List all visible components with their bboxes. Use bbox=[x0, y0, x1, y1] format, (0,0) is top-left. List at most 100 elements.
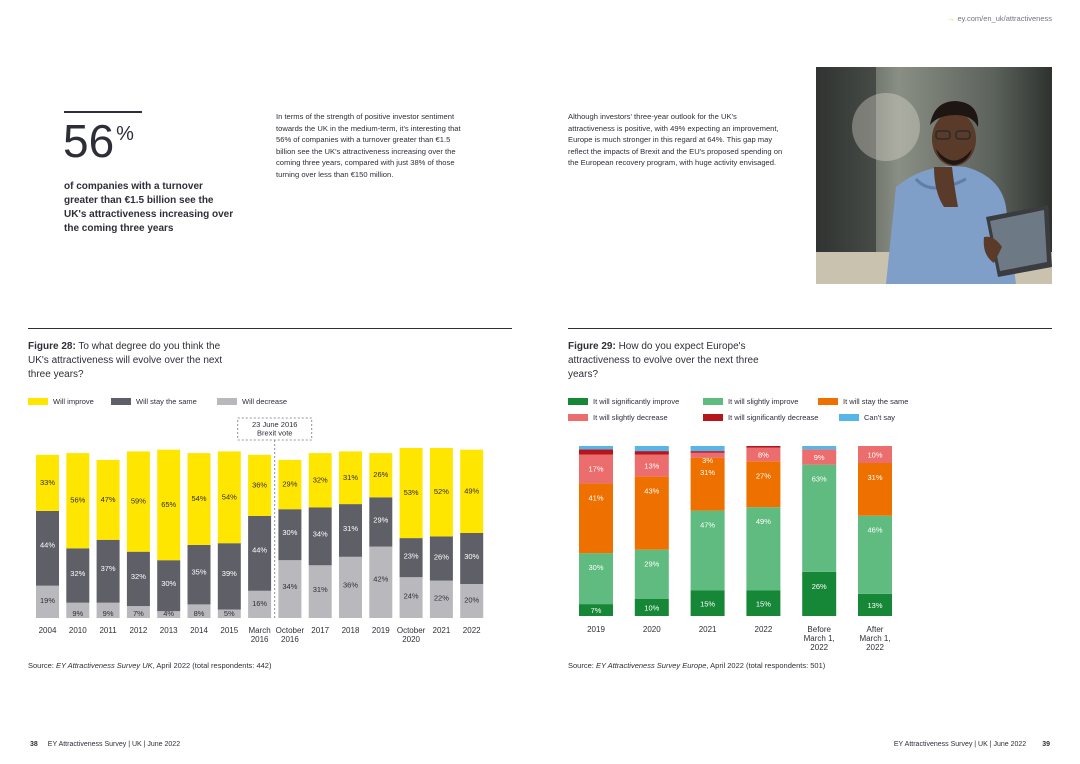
paragraph-right: Although investors' three-year outlook f… bbox=[568, 112, 783, 167]
figure29-label: Figure 29: bbox=[568, 341, 616, 352]
bar-label: 30% bbox=[464, 552, 479, 561]
x-tick-label: 2022 bbox=[755, 625, 773, 634]
bar-will-stay-the-same-0 bbox=[36, 510, 59, 586]
bar-will-improve-4 bbox=[157, 449, 181, 561]
bar-will-improve-8 bbox=[278, 459, 302, 510]
bar-label: 36% bbox=[252, 480, 267, 489]
bar-label: 31% bbox=[867, 473, 882, 482]
bar-will-stay-the-same-8 bbox=[278, 509, 302, 561]
bar-label: 9% bbox=[72, 609, 83, 618]
legend-swatch bbox=[217, 398, 237, 405]
bar-label: 3% bbox=[702, 456, 713, 465]
x-tick-label: 2022 bbox=[810, 643, 828, 652]
figure28-legend: Will improve Will stay the same Will decre… bbox=[28, 397, 508, 409]
figure28-label: Figure 28: bbox=[28, 341, 76, 352]
legend-label: Will stay the same bbox=[136, 397, 197, 406]
bar-will-decrease-2 bbox=[96, 602, 120, 618]
bar-label: 27% bbox=[756, 471, 771, 480]
figure28-rule bbox=[28, 328, 512, 329]
bar-it-will-significantly-decrease-1 bbox=[634, 451, 669, 455]
bar-label: 10% bbox=[867, 451, 882, 460]
bar-label: 8% bbox=[194, 609, 205, 618]
bar-it-will-slightly-improve-5 bbox=[858, 515, 892, 594]
bar-label: 26% bbox=[373, 470, 388, 479]
legend-item-will-improve: Will improve bbox=[28, 397, 94, 406]
bar-label: 20% bbox=[464, 595, 479, 604]
x-tick-label: 2022 bbox=[463, 626, 481, 635]
paragraph-left: In terms of the strength of positive inv… bbox=[276, 112, 461, 179]
x-tick-label: October bbox=[276, 626, 305, 635]
legend-label: It will stay the same bbox=[843, 397, 909, 406]
x-tick-label: 2004 bbox=[39, 626, 57, 635]
legend-swatch bbox=[568, 398, 588, 405]
stat-value: 56% bbox=[63, 118, 134, 164]
legend-item-will-decrease: Will decrease bbox=[217, 397, 287, 406]
bar-label: 26% bbox=[434, 552, 449, 561]
bar-it-will-stay-the-same-3 bbox=[746, 461, 781, 508]
bar-will-stay-the-same-7 bbox=[248, 516, 272, 591]
bar-will-improve-14 bbox=[460, 449, 484, 533]
bar-will-stay-the-same-12 bbox=[399, 538, 423, 578]
legend-swatch bbox=[28, 398, 48, 405]
x-tick-label: After bbox=[867, 625, 884, 634]
legend-label: It will significantly decrease bbox=[728, 413, 819, 422]
header-url[interactable]: → ey.com/en_uk/attractiveness bbox=[947, 14, 1052, 23]
bar-label: 29% bbox=[644, 560, 659, 569]
x-tick-label: 2015 bbox=[220, 626, 238, 635]
bar-will-stay-the-same-9 bbox=[308, 507, 332, 566]
stat-rule bbox=[64, 111, 142, 113]
bar-label: 4% bbox=[163, 609, 174, 618]
legend-swatch bbox=[703, 414, 723, 421]
bar-will-improve-0 bbox=[36, 454, 59, 511]
x-tick-label: March 1, bbox=[804, 634, 835, 643]
bar-label: 65% bbox=[161, 500, 176, 509]
figure28-source: Source: EY Attractiveness Survey UK, Apr… bbox=[28, 661, 271, 670]
bar-it-will-slightly-improve-1 bbox=[634, 549, 669, 599]
bar-label: 52% bbox=[434, 487, 449, 496]
x-tick-label: 2011 bbox=[99, 626, 117, 635]
bar-will-stay-the-same-1 bbox=[66, 548, 90, 603]
bar-will-improve-3 bbox=[126, 451, 150, 552]
bar-label: 36% bbox=[343, 580, 358, 589]
x-tick-label: 2019 bbox=[587, 625, 605, 634]
bar-can-t-say-1 bbox=[634, 446, 669, 452]
bar-it-will-slightly-improve-2 bbox=[690, 510, 725, 591]
x-tick-label: 2016 bbox=[281, 635, 299, 644]
figure29-source-name: EY Attractiveness Survey Europe bbox=[595, 661, 707, 670]
bar-label: 5% bbox=[224, 609, 235, 618]
bar-label: 17% bbox=[588, 465, 603, 474]
bar-it-will-significantly-decrease-3 bbox=[746, 446, 781, 448]
bar-label: 15% bbox=[756, 599, 771, 608]
bar-label: 47% bbox=[101, 495, 116, 504]
bar-label: 24% bbox=[404, 592, 419, 601]
bar-will-improve-11 bbox=[369, 453, 393, 498]
bar-will-improve-6 bbox=[217, 451, 241, 544]
bar-will-decrease-3 bbox=[126, 606, 150, 618]
bar-it-will-slightly-decrease-5 bbox=[858, 446, 892, 463]
legend-item-will-stay-the-same: Will stay the same bbox=[111, 397, 197, 406]
bar-will-decrease-8 bbox=[278, 560, 302, 618]
bar-label: 16% bbox=[252, 599, 267, 608]
bar-label: 31% bbox=[343, 524, 358, 533]
bar-label: 49% bbox=[756, 517, 771, 526]
bar-it-will-slightly-decrease-1 bbox=[634, 454, 669, 477]
bar-can-t-say-2 bbox=[690, 446, 725, 452]
legend-label: Will improve bbox=[53, 397, 94, 406]
bar-will-stay-the-same-6 bbox=[217, 543, 241, 610]
legend-label: Will decrease bbox=[242, 397, 288, 406]
legend-label: Can't say bbox=[864, 413, 896, 422]
bar-label: 9% bbox=[103, 609, 114, 618]
stat-number: 56 bbox=[63, 115, 115, 167]
bar-label: 29% bbox=[282, 480, 297, 489]
figure29-legend: It will significantly improve It will sli… bbox=[568, 397, 1048, 427]
x-tick-label: October bbox=[397, 626, 426, 635]
bar-label: 33% bbox=[40, 478, 55, 487]
bar-will-decrease-4 bbox=[157, 611, 181, 618]
legend-swatch bbox=[818, 398, 838, 405]
bar-it-will-significantly-improve-1 bbox=[634, 599, 669, 616]
legend-swatch bbox=[568, 414, 588, 421]
figure29-title: Figure 29: How do you expect Europe's at… bbox=[568, 340, 768, 382]
legend-item-it-will-stay-the-same: It will stay the same bbox=[818, 397, 908, 406]
bar-can-t-say-0 bbox=[579, 446, 613, 450]
header-url-text[interactable]: ey.com/en_uk/attractiveness bbox=[957, 14, 1053, 23]
